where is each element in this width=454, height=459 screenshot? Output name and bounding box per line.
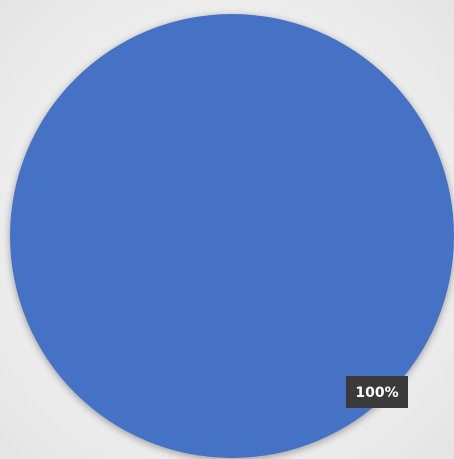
data-label-background bbox=[346, 376, 408, 408]
pie-slice bbox=[10, 14, 454, 458]
data-label: 100% bbox=[355, 385, 398, 401]
